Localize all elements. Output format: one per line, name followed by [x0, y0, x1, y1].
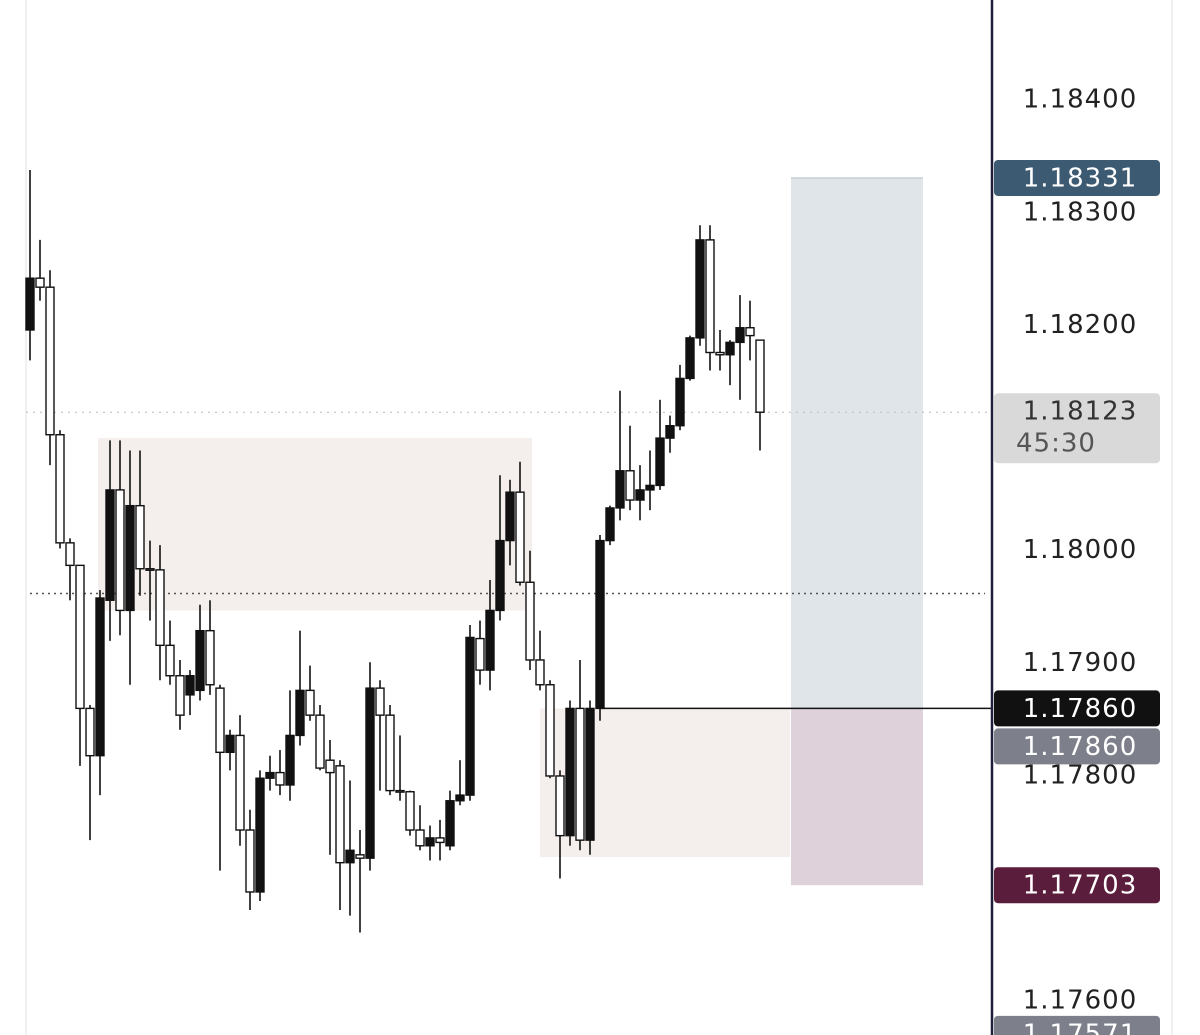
candle-body: [95, 597, 105, 757]
candle-body: [55, 434, 65, 544]
y-tick-label: 1.17800: [1023, 760, 1138, 790]
candle-body: [295, 689, 305, 737]
zone: [98, 438, 532, 611]
candle-body: [535, 659, 545, 686]
candle-body: [675, 377, 685, 427]
candle-body: [315, 714, 325, 769]
candle-body: [115, 489, 125, 612]
candle-body: [505, 491, 515, 542]
candle-body: [695, 239, 705, 339]
candle-body: [235, 734, 245, 831]
candle-body: [365, 687, 375, 859]
y-tick-label: 1.18200: [1023, 310, 1138, 340]
candle-body: [105, 489, 115, 601]
candle-body: [515, 491, 525, 583]
candle-body: [475, 637, 485, 671]
price-marker-label: 1.18123: [1023, 397, 1138, 427]
price-marker-label: 1.18331: [1023, 163, 1138, 193]
y-tick-label: 1.17900: [1023, 648, 1138, 678]
candle-body: [415, 829, 425, 847]
price-marker: [994, 393, 1160, 464]
candle-body: [265, 771, 275, 779]
candle-body: [65, 542, 75, 567]
candle-body: [545, 684, 555, 777]
candle-body: [615, 470, 625, 509]
candle-body: [285, 734, 295, 786]
candle-body: [445, 800, 455, 847]
price-marker-label: 1.17703: [1023, 871, 1138, 901]
candle-body: [555, 775, 565, 837]
price-marker: [994, 1015, 1160, 1035]
y-tick-label: 1.18300: [1023, 197, 1138, 227]
candle-body: [145, 568, 155, 571]
candle-body: [205, 629, 215, 686]
candle-body: [25, 277, 35, 331]
position-loss: [791, 708, 923, 886]
y-tick-label: 1.17600: [1023, 986, 1138, 1016]
candle-body: [685, 337, 695, 380]
candle-body: [495, 539, 505, 612]
price-marker: [994, 690, 1160, 727]
candle-body: [575, 707, 585, 841]
candle-body: [195, 629, 205, 692]
candle-body: [175, 675, 185, 716]
candle-body: [715, 351, 725, 356]
price-marker-label: 1.17860: [1023, 694, 1138, 724]
price-marker-label: 1.17571: [1023, 1019, 1138, 1035]
candle-body: [75, 564, 85, 710]
candle-body: [655, 437, 665, 487]
candle-body: [605, 507, 615, 542]
candle-body: [335, 765, 345, 864]
price-marker-label: 1.17860: [1023, 732, 1138, 762]
candle-body: [725, 341, 735, 356]
candle-body: [45, 286, 55, 436]
candle-body: [745, 327, 755, 337]
candle-body: [455, 794, 465, 802]
candle-body: [635, 489, 645, 501]
candle-body: [85, 707, 95, 757]
candle-body: [735, 327, 745, 344]
candle-body: [485, 609, 495, 671]
y-tick-label: 1.18400: [1023, 85, 1138, 115]
candle-body: [425, 837, 435, 847]
candle-body: [325, 759, 335, 774]
candle-body: [185, 675, 195, 696]
candle-body: [705, 239, 715, 354]
candle-body: [755, 339, 765, 413]
candle-body: [355, 854, 365, 859]
candle-body: [405, 791, 415, 831]
candle-body: [305, 689, 315, 716]
candle-body: [435, 837, 445, 844]
candle-body: [625, 470, 635, 501]
candle-body: [585, 707, 595, 841]
candle-body: [375, 687, 385, 716]
candle-body: [125, 504, 135, 612]
candle-body: [345, 849, 355, 864]
candle-body: [225, 734, 235, 754]
candle-body: [525, 581, 535, 661]
candle-body: [215, 687, 225, 754]
candle-body: [645, 484, 655, 491]
price-marker: [994, 867, 1160, 904]
countdown-label: 45:30: [1016, 429, 1096, 459]
candle-body: [665, 425, 675, 439]
candle-body: [245, 829, 255, 893]
candle-body: [35, 277, 45, 288]
candle-body: [165, 644, 175, 677]
price-marker: [994, 159, 1160, 196]
candle-body: [255, 777, 265, 893]
y-tick-label: 1.18000: [1023, 535, 1138, 565]
candle-body: [275, 771, 285, 786]
candle-body: [395, 789, 405, 793]
candle-body: [465, 636, 475, 796]
candle-body: [155, 569, 165, 647]
price-marker: [994, 728, 1160, 765]
position-profit: [791, 177, 923, 709]
candle-body: [595, 539, 605, 710]
candle-body: [385, 714, 395, 792]
candle-body: [565, 707, 575, 837]
candle-body: [135, 504, 145, 570]
